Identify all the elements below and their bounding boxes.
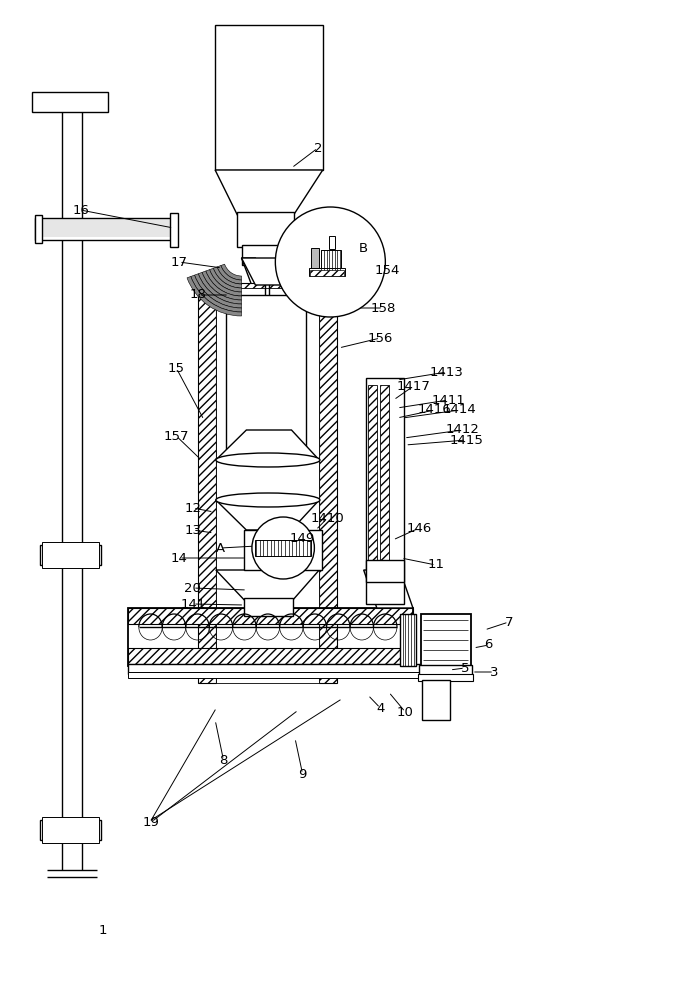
- Bar: [310, 270, 344, 276]
- Polygon shape: [364, 570, 413, 608]
- Circle shape: [276, 207, 385, 317]
- Wedge shape: [191, 275, 242, 312]
- Text: 10: 10: [397, 706, 414, 718]
- Bar: [198, 288, 216, 683]
- Bar: [309, 268, 345, 276]
- Wedge shape: [210, 268, 242, 292]
- Bar: [170, 213, 178, 247]
- Bar: [422, 680, 450, 720]
- Bar: [215, 25, 323, 170]
- Bar: [368, 385, 377, 565]
- Bar: [35, 218, 174, 240]
- Text: 1415: 1415: [450, 434, 483, 446]
- Text: 12: 12: [185, 502, 201, 514]
- Polygon shape: [242, 258, 269, 295]
- Wedge shape: [187, 276, 242, 316]
- Text: 149: 149: [290, 532, 315, 544]
- Text: A: A: [216, 542, 226, 554]
- Text: 7: 7: [505, 615, 513, 629]
- Bar: [400, 614, 416, 666]
- Ellipse shape: [216, 493, 320, 507]
- Text: 154: 154: [375, 263, 400, 276]
- Bar: [419, 665, 472, 675]
- Bar: [244, 598, 293, 616]
- Text: 1410: 1410: [311, 512, 344, 524]
- Polygon shape: [216, 500, 319, 530]
- Bar: [242, 245, 289, 265]
- Text: 11: 11: [428, 558, 444, 571]
- Bar: [366, 378, 404, 604]
- Bar: [380, 385, 389, 565]
- Bar: [216, 288, 319, 683]
- Polygon shape: [216, 570, 319, 600]
- Text: 156: 156: [368, 332, 393, 345]
- Text: 15: 15: [168, 361, 185, 374]
- Bar: [311, 248, 319, 276]
- Wedge shape: [221, 264, 242, 280]
- Text: 1412: 1412: [446, 423, 479, 436]
- Text: 16: 16: [72, 204, 89, 217]
- Wedge shape: [213, 267, 242, 288]
- Text: 4: 4: [376, 702, 384, 714]
- Bar: [40, 545, 101, 565]
- Text: 17: 17: [171, 255, 187, 268]
- Wedge shape: [194, 274, 242, 308]
- Text: 8: 8: [219, 754, 228, 766]
- Text: 9: 9: [298, 768, 307, 780]
- Text: 2: 2: [314, 141, 322, 154]
- Bar: [319, 288, 337, 683]
- Bar: [255, 540, 311, 556]
- Text: 1413: 1413: [430, 365, 464, 378]
- Polygon shape: [242, 258, 319, 296]
- Bar: [35, 215, 42, 243]
- Text: 1416: 1416: [418, 403, 451, 416]
- Wedge shape: [202, 271, 242, 300]
- Text: 157: 157: [164, 430, 189, 442]
- Text: 1417: 1417: [397, 379, 430, 392]
- Text: B: B: [359, 241, 369, 254]
- Bar: [329, 236, 335, 249]
- Polygon shape: [216, 430, 319, 460]
- Text: 20: 20: [185, 581, 201, 594]
- Text: 1411: 1411: [432, 393, 465, 406]
- Bar: [418, 674, 473, 681]
- Text: 6: 6: [484, 639, 493, 652]
- Text: 1: 1: [99, 924, 107, 936]
- Bar: [421, 614, 471, 666]
- Bar: [366, 560, 404, 582]
- Bar: [128, 664, 449, 674]
- Text: 158: 158: [371, 302, 396, 314]
- Polygon shape: [215, 170, 323, 215]
- Text: 5: 5: [461, 662, 469, 675]
- Bar: [244, 530, 322, 570]
- Text: 19: 19: [143, 815, 160, 828]
- Text: 141: 141: [180, 597, 205, 610]
- Bar: [32, 92, 108, 112]
- Ellipse shape: [252, 517, 314, 579]
- Ellipse shape: [216, 453, 320, 467]
- Bar: [226, 295, 306, 460]
- Bar: [128, 608, 413, 624]
- Text: 1414: 1414: [443, 403, 476, 416]
- Bar: [40, 820, 101, 840]
- Text: 18: 18: [190, 288, 207, 301]
- Bar: [128, 648, 413, 664]
- Wedge shape: [198, 272, 242, 304]
- Bar: [128, 672, 449, 678]
- Bar: [42, 817, 99, 843]
- Text: 13: 13: [185, 524, 201, 536]
- Bar: [198, 283, 337, 295]
- Text: 146: 146: [407, 522, 432, 534]
- Wedge shape: [217, 266, 242, 284]
- Text: 14: 14: [171, 552, 187, 564]
- Bar: [237, 212, 294, 247]
- Wedge shape: [206, 270, 242, 296]
- Bar: [42, 542, 99, 568]
- Bar: [128, 608, 413, 666]
- Text: 3: 3: [490, 666, 498, 679]
- Bar: [321, 250, 341, 272]
